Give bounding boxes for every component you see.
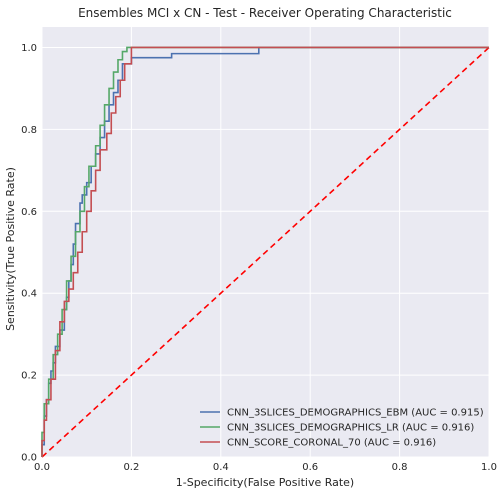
roc-series-line-3: [41, 46, 489, 457]
y-axis-label: Sensitivity(True Positive Rate): [4, 167, 17, 331]
legend-entry: CNN_SCORE_CORONAL_70 (AUC = 0.916): [227, 438, 436, 449]
chance-reference-line: [41, 46, 490, 458]
x-tick-label: 0.0: [34, 462, 50, 473]
legend-entry: CNN_3SLICES_DEMOGRAPHICS_LR (AUC = 0.916…: [227, 423, 474, 434]
x-tick-label: 0.8: [392, 462, 408, 473]
reference-line-group: [41, 46, 490, 458]
x-tick-label: 1.0: [481, 462, 497, 473]
x-tick-label: 0.6: [302, 462, 318, 473]
series-group: [41, 46, 489, 457]
x-tick-label: 0.2: [123, 462, 139, 473]
x-axis-ticks: 0.0 0.2 0.4 0.6 0.8 1.0: [34, 462, 497, 473]
chart-title: Ensembles MCI x CN - Test - Receiver Ope…: [78, 6, 452, 20]
grid: [41, 27, 490, 458]
x-tick-label: 0.4: [213, 462, 229, 473]
y-axis-ticks: 0.0 0.2 0.4 0.6 0.8 1.0: [21, 43, 37, 464]
legend: CNN_3SLICES_DEMOGRAPHICS_EBM (AUC = 0.91…: [200, 408, 484, 449]
y-tick-label: 0.8: [21, 125, 37, 136]
roc-series-line-2: [41, 46, 489, 457]
y-tick-label: 1.0: [21, 43, 37, 54]
y-tick-label: 0.6: [21, 207, 37, 218]
legend-entry: CNN_3SLICES_DEMOGRAPHICS_EBM (AUC = 0.91…: [227, 408, 484, 419]
y-tick-label: 0.4: [21, 289, 37, 300]
y-tick-label: 0.2: [21, 371, 37, 382]
x-axis-label: 1-Specificity(False Positive Rate): [176, 476, 354, 489]
y-tick-label: 0.0: [21, 453, 37, 464]
